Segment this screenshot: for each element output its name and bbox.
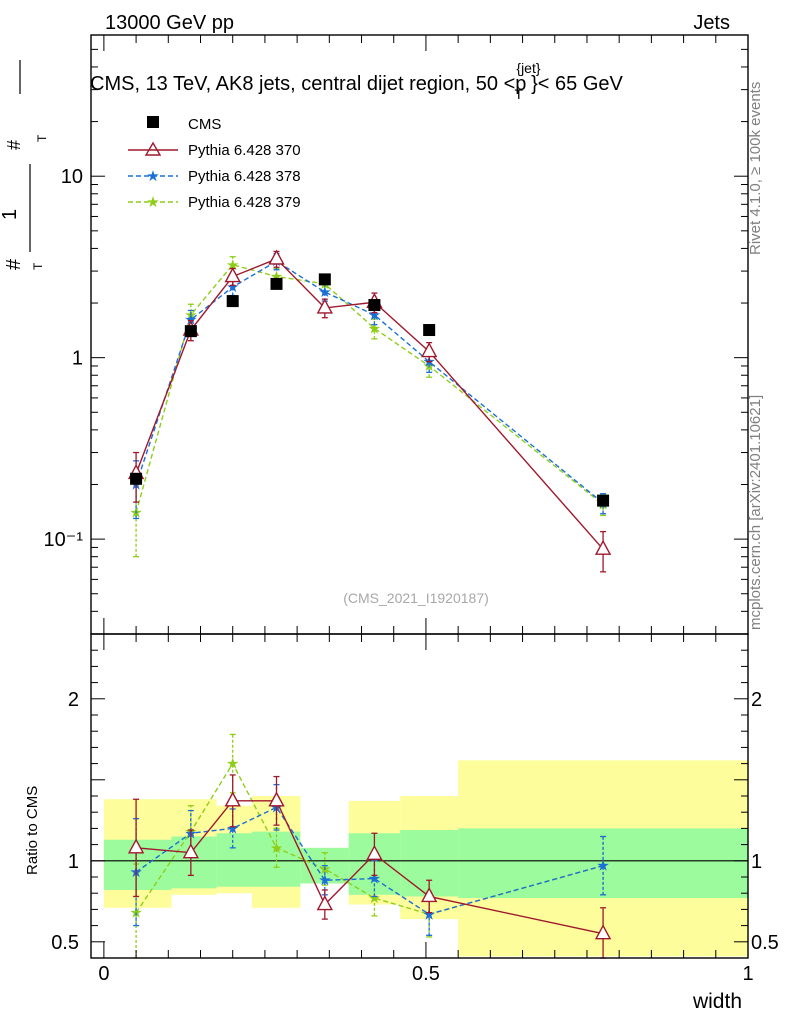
category-label: Jets [693,12,730,34]
series1-ratio-point-5 [366,844,383,861]
cms-point-3 [270,277,283,290]
ratio-ytick-label-left-0: 0.5 [51,932,79,954]
series2-main-point-2: ★ [226,279,239,296]
legend-py379-label: Pythia 6.428 379 [188,194,301,211]
legend: CMS Pythia 6.428 370 ★ Pythia 6.428 378 … [128,116,301,211]
series3-ratio-line [135,762,604,915]
series1-ratio-point-4 [316,895,333,911]
plot-title: CMS, 13 TeV, AK8 jets, central dijet reg… [90,60,623,102]
title-tail: }< 65 GeV [531,73,623,95]
series1-ratio-point-1 [182,843,200,859]
cms-point-6 [423,324,436,337]
ratio-ytick-label-right-0: 0.5 [751,932,779,954]
mcplots-label: mcplots.cern.ch [arXiv:2401.10621] [747,395,764,630]
series1-main-point-6 [420,342,438,358]
title-sub: T [515,86,524,102]
analysis-id: (CMS_2021_I1920187) [343,590,489,606]
series2-ratio-point-7: ★ [596,858,609,875]
band-inner-2 [216,833,253,887]
legend-py378-marker: ★ [146,168,159,185]
main-ylabel: # T 1 # T [0,60,49,270]
series3-ratio-point-2: ★ [226,756,239,773]
ylabel-hash-2: # [4,140,24,150]
series1-ratio-point-3 [268,791,285,807]
xtick-label-2: 1 [742,963,753,985]
main-ytick-label-0: 10⁻¹ [44,529,84,551]
series2-main-point-5: ★ [368,307,381,324]
x-axis-label: width [692,990,742,1013]
xtick-label-0: 0 [98,963,109,985]
series3-ratio-point-5: ★ [368,890,381,907]
cms-point-5 [368,299,381,312]
series3-main-point-2: ★ [226,257,239,274]
main-ytick-label-1: 1 [72,348,83,370]
legend-py378-label: Pythia 6.428 378 [188,168,301,185]
legend-cms-marker [147,116,159,128]
energy-label: 13000 GeV pp [105,12,234,34]
series3-main-line [135,263,604,513]
series2-ratio-point-2: ★ [226,820,239,837]
uncertainty-bands [103,760,748,957]
title-main: CMS, 13 TeV, AK8 jets, central dijet reg… [90,73,526,95]
series1-main-point-3 [268,249,285,265]
legend-py370-label: Pythia 6.428 370 [188,142,301,159]
cms-point-2 [226,295,239,308]
series1-main-point-2 [224,267,241,283]
legend-cms-label: CMS [188,116,221,133]
ratio-series: ★★★★★★★★★★ ★★★ ★★★ [127,733,612,959]
series1-ratio-line [136,800,604,935]
legend-py370-marker [144,141,162,156]
cms-point-7 [597,494,610,507]
cms-point-4 [318,273,331,286]
series1-ratio-point-6 [420,886,438,903]
series1-main-line [135,258,604,550]
cms-point-1 [184,325,197,338]
ratio-ytick-label-left-2: 2 [68,689,79,711]
ylabel-one: 1 [0,209,21,220]
ylabel-hash-1: # [3,258,25,270]
series1-ratio-point-0 [127,838,145,854]
series2-ratio-line [135,806,604,916]
series2-ratio-point-5: ★ [368,871,381,888]
main-ytick-label-2: 10 [61,166,83,188]
ratio-ytick-label-right-2: 2 [751,689,762,711]
ratio-ytick-label-left-1: 1 [68,851,79,873]
ratio-ylabel: Ratio to CMS [24,786,41,875]
rivet-version-label: Rivet 4.1.0, ≥ 100k events [747,82,764,255]
series2-main-line [135,260,604,504]
ylabel-den: T [31,262,45,270]
cms-point-0 [130,472,143,485]
series2-ratio-point-4: ★ [318,872,331,889]
series1-ratio-point-2 [224,791,241,807]
ylabel-den-sub: T [31,262,45,270]
band-inner-1 [171,836,217,889]
title-sup: {jet} [516,60,540,76]
axis-ticks: 10⁻¹ 1 10 0.5 0.5 1 1 2 2 0 0.5 1 [44,34,779,985]
legend-py379-marker: ★ [146,194,159,211]
main-series: ★★★★★★★★★★★★★★★★ [127,249,612,573]
series1-ratio-point-7 [594,924,612,940]
series1-main-point-4 [316,298,333,314]
xtick-label-1: 0.5 [412,963,440,985]
series3-main-point-5: ★ [368,320,381,337]
ylabel-num-mid: T [35,134,49,142]
series3-main-point-1: ★ [184,307,197,324]
ratio-ytick-label-right-1: 1 [751,851,762,873]
series3-ratio-point-3: ★ [270,840,283,857]
ylabel-num-mid-sub: T [35,134,49,142]
series2-ratio-point-6: ★ [422,906,435,923]
series1-main-point-7 [594,539,612,555]
series2-main-point-4: ★ [318,284,331,301]
